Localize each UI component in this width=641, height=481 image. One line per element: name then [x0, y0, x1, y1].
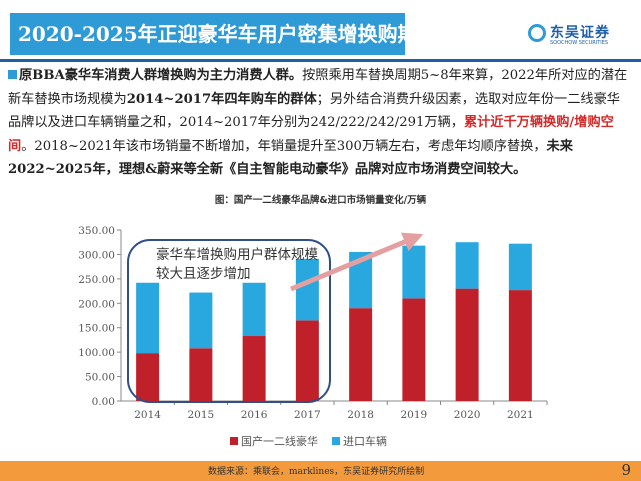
x-tick-label: 2014: [134, 409, 161, 421]
legend-item: 国产一二线豪华: [230, 433, 318, 449]
body-paragraph: 原BBA豪华车消费人群增换购为主力消费人群。按照乘用车替换周期5~8年来算，20…: [8, 64, 633, 182]
bar-segment: [402, 298, 426, 401]
bar-segment: [349, 308, 373, 401]
slide-title: 2020-2025年正迎豪华车用户密集增换购期: [10, 13, 418, 55]
legend-swatch: [332, 437, 340, 445]
y-tick-label: 350.00: [78, 225, 115, 237]
company-logo: 东吴证券 SOOCHOW SECURITIES: [528, 22, 638, 52]
y-tick-label: 0.00: [92, 396, 115, 408]
legend-label: 国产一二线豪华: [241, 435, 318, 448]
text: ；另外结合消费升级因素，选取对应年份一二线豪华品牌以及进口车辆销量之和，2014…: [8, 91, 620, 131]
header-divider: [0, 59, 641, 62]
bar-segment: [242, 336, 266, 401]
bar-segment: [508, 243, 532, 291]
annotation-box: [127, 239, 331, 403]
bar-segment: [508, 290, 532, 401]
logo-subtext: SOOCHOW SECURITIES: [550, 40, 609, 46]
bar-segment: [136, 353, 160, 401]
y-tick-label: 300.00: [78, 249, 115, 261]
legend-item: 进口车辆: [332, 433, 387, 449]
logo-text: 东吴证券: [550, 25, 610, 41]
chart-legend: 国产一二线豪华 进口车辆: [230, 433, 387, 449]
x-tick-label: 2020: [454, 409, 481, 421]
bullet-icon: [8, 70, 17, 79]
text-bold: 2014~2017年四年购车的群体: [126, 91, 317, 107]
y-tick-label: 100.00: [78, 347, 115, 359]
bar-segment: [402, 245, 426, 299]
bar-segment: [295, 320, 319, 401]
text: 按照乘用车替换周期5~8年来算，2022年所对应的潜在新车替换市场规模为: [8, 68, 628, 107]
chart-annotation: 豪华车增换购用户群体规模较大且逐步增加: [156, 247, 318, 282]
footer-bar: 数据来源：乘联会，marklines，东吴证券研究所绘制 9: [0, 461, 641, 481]
bar-segment: [242, 282, 266, 337]
bar-segment: [349, 251, 373, 309]
bar-segment: [189, 292, 213, 349]
chart-title: 图：国产一二线豪华品牌&进口市场销量变化/万辆: [214, 195, 427, 206]
x-tick-label: 2017: [294, 409, 321, 421]
y-tick-label: 150.00: [78, 323, 115, 335]
bar-segment: [455, 288, 479, 401]
x-tick-label: 2019: [401, 409, 428, 421]
x-tick-label: 2018: [347, 409, 374, 421]
logo-icon: [528, 24, 546, 42]
text: 。2018~2021年该市场销量不断增加，年销量提升至300万辆左右，考虑年均顺…: [21, 138, 547, 154]
bar-segment: [295, 258, 319, 321]
text-bold: 未来2022~2025年，理想&蔚来等全新《自主智能电动豪华》品牌对应市场消费空…: [8, 138, 573, 178]
x-tick-label: 2015: [188, 409, 215, 421]
lead-sentence: 原BBA豪华车消费人群增换购为主力消费人群。: [19, 68, 303, 83]
data-source: 数据来源：乘联会，marklines，东吴证券研究所绘制: [208, 467, 425, 477]
text-highlight: 累计近千万辆换购/增购空间: [8, 115, 614, 154]
page-number: 9: [621, 461, 631, 479]
bar-segment: [455, 242, 479, 289]
bar-segment: [136, 282, 160, 354]
bar-segment: [189, 348, 213, 401]
x-tick-label: 2016: [241, 409, 268, 421]
legend-swatch: [230, 437, 238, 445]
y-tick-label: 250.00: [78, 274, 115, 286]
legend-label: 进口车辆: [343, 435, 387, 448]
trend-arrow-icon: [290, 232, 424, 292]
y-tick-label: 200.00: [78, 298, 115, 310]
x-tick-label: 2021: [507, 409, 534, 421]
y-tick-label: 50.00: [85, 372, 115, 384]
